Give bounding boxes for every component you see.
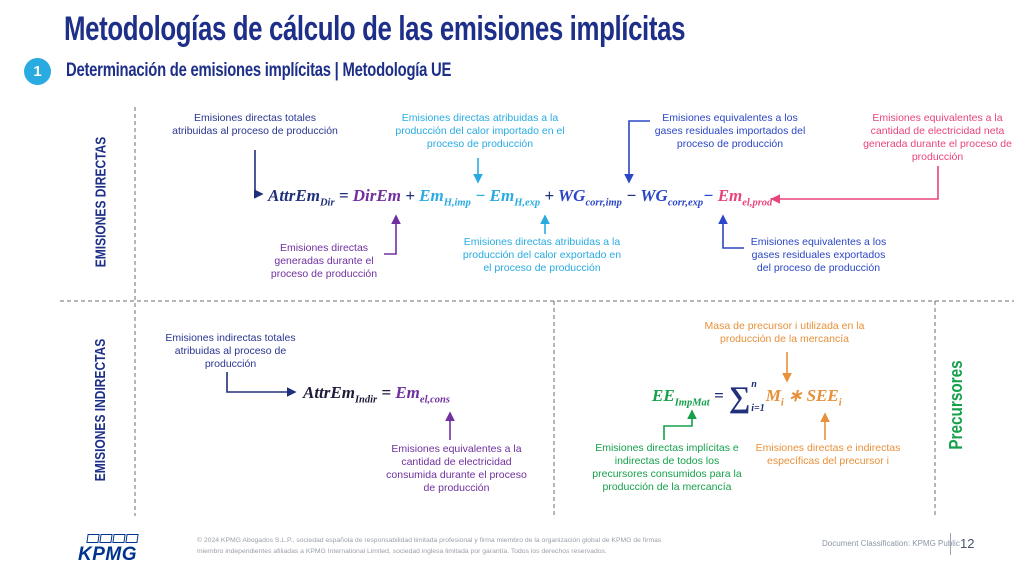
kpmg-logo-flags-icon [86, 534, 139, 543]
annotation-direct-generated: Emisiones directas generadas durante el … [270, 242, 378, 281]
arrow-electricity-generated [770, 166, 939, 204]
copyright-text: © 2024 KPMG Abogados S.L.P., sociedad es… [197, 536, 667, 557]
annotation-indirect-total: Emisiones indirectas totales atribuidas … [165, 332, 296, 371]
annotation-waste-gas-imported: Emisiones equivalentes a los gases resid… [654, 112, 806, 151]
arrow-direct-generated [384, 214, 401, 255]
footer-divider [950, 533, 951, 555]
copyright-line-1: © 2024 KPMG Abogados S.L.P., sociedad es… [197, 537, 662, 544]
document-classification: Document Classification: KPMG Public [822, 539, 960, 548]
section-label-direct-emissions: EMISIONES DIRECTAS [92, 136, 110, 268]
annotation-precursor-mass: Masa de precursor i utilizada en la prod… [704, 320, 865, 346]
formula-direct-emissions: AttrEmDir = DirEm + EmH,imp − EmH,exp + … [268, 186, 773, 209]
page-title: Metodologías de cálculo de las emisiones… [64, 10, 686, 48]
copyright-line-2: miembro independientes afiliadas a KPMG … [197, 547, 607, 555]
arrow-precursor-emissions [663, 409, 697, 440]
page-subtitle: Determinación de emisiones implícitas | … [66, 60, 452, 81]
kpmg-logo-wordmark: KPMG [78, 544, 137, 565]
arrow-direct-total [254, 150, 264, 199]
annotation-electricity-consumed: Emisiones equivalentes a la cantidad de … [386, 443, 527, 495]
annotation-direct-total: Emisiones directas totales atribuidas al… [172, 112, 338, 138]
page-number: 12 [960, 536, 975, 551]
annotation-heat-exported: Emisiones directas atribuidas a la produ… [462, 236, 622, 275]
kpmg-logo: KPMG [78, 534, 139, 566]
arrow-indirect-total [226, 372, 297, 397]
annotation-waste-gas-exported: Emisiones equivalentes a los gases resid… [750, 236, 887, 275]
arrow-waste-gas-imported [624, 120, 650, 184]
formula-precursors: EEImpMat = ∑ n i=1 Mi ∗ SEEi [652, 379, 842, 414]
section-label-indirect-emissions: EMISIONES INDIRECTAS [92, 338, 109, 482]
annotation-precursor-specific: Emisiones directas e indirectas específi… [755, 442, 901, 468]
annotation-electricity-generated: Emisiones equivalentes a la cantidad de … [863, 112, 1012, 164]
annotation-precursor-emissions: Emisiones directas implícitas e indirect… [592, 442, 742, 494]
annotation-heat-imported: Emisiones directas atribuidas a la produ… [395, 112, 565, 151]
step-number-badge: 1 [24, 58, 51, 85]
section-label-precursors: Precursores [946, 360, 966, 450]
arrow-waste-gas-exported [718, 214, 744, 249]
formula-indirect-emissions: AttrEmIndir = Emel,cons [303, 383, 450, 406]
